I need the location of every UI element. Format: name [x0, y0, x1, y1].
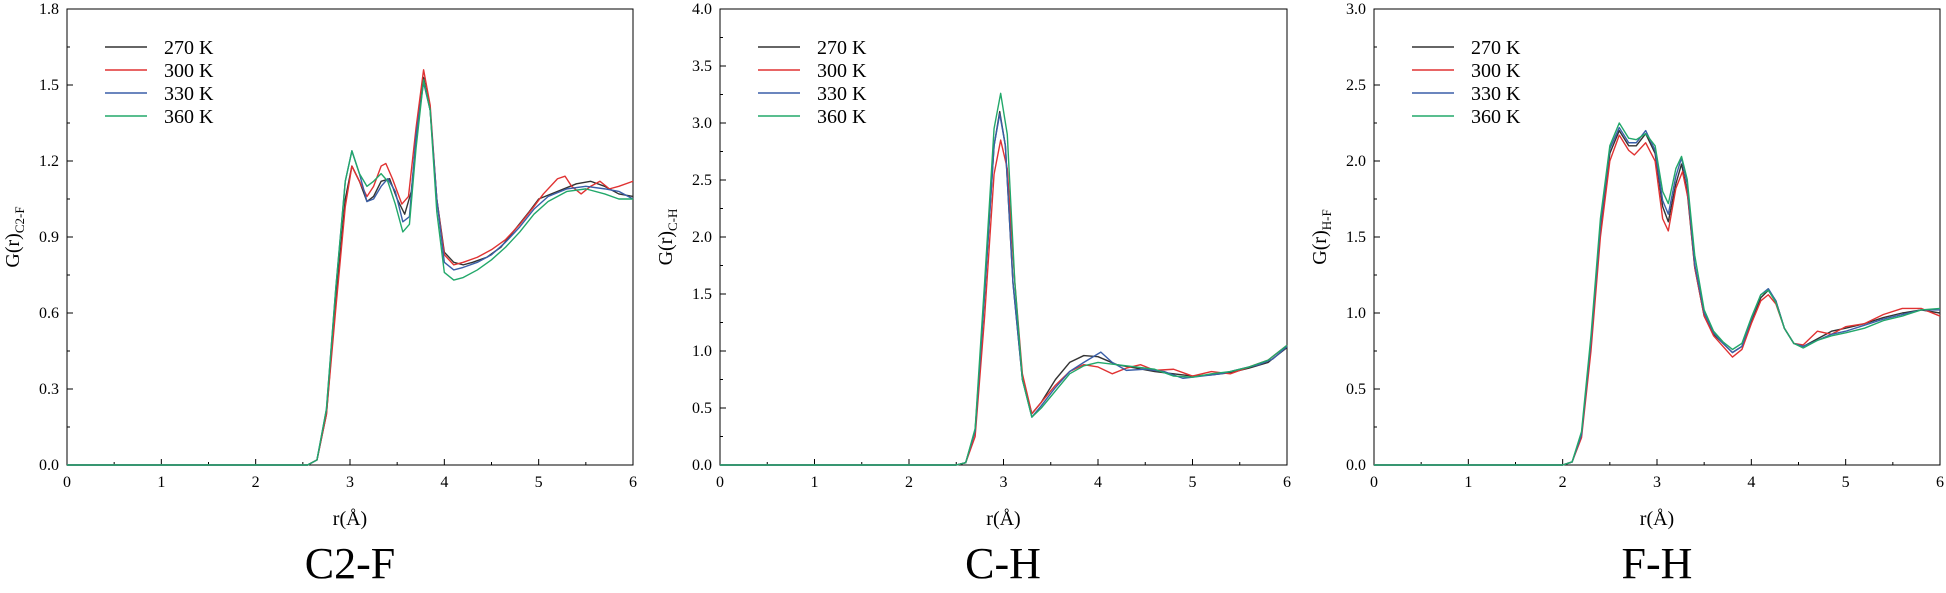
x-tick-label: 4 [1747, 474, 1755, 491]
y-axis-label-main: G(r) [655, 231, 677, 265]
x-tick-label: 4 [440, 474, 448, 491]
legend-label: 330 K [164, 83, 214, 105]
x-axis-label: r(Å) [333, 508, 367, 530]
panel-title: C-H [965, 539, 1041, 588]
x-tick-label: 0 [1370, 474, 1378, 491]
legend-label: 330 K [1471, 83, 1521, 105]
x-tick-label: 2 [905, 474, 913, 491]
y-tick-label: 1.5 [692, 286, 712, 303]
legend-label: 330 K [817, 83, 867, 105]
y-axis-label-main: G(r) [1309, 230, 1331, 264]
legend-label: 360 K [817, 106, 867, 128]
x-tick-label: 2 [252, 474, 260, 491]
y-tick-label: 3.5 [692, 58, 712, 75]
y-tick-label: 0.0 [692, 457, 712, 474]
chart-panel-1: 0 1 2 3 4 5 60.00.30.60.91.21.51.8r(Å)G(r)C2-F… [2, 1, 637, 588]
y-tick-label: 2.5 [692, 172, 712, 189]
legend-label: 270 K [817, 37, 867, 59]
x-tick-label: 0 [716, 474, 724, 491]
y-tick-label: 2.0 [692, 229, 712, 246]
legend-label: 360 K [1471, 106, 1521, 128]
panel-title: F-H [1622, 539, 1693, 588]
y-tick-label: 0.0 [39, 457, 59, 474]
y-tick-label: 3.0 [692, 115, 712, 132]
y-tick-label: 0.6 [39, 305, 59, 322]
y-tick-label: 0.3 [39, 381, 59, 398]
x-tick-label: 4 [1094, 474, 1102, 491]
x-tick-label: 5 [535, 474, 543, 491]
panel-title: C2-F [305, 539, 395, 588]
x-tick-label: 2 [1559, 474, 1567, 491]
y-tick-label: 4.0 [692, 1, 712, 18]
x-axis-label: r(Å) [986, 508, 1020, 530]
y-tick-label: 0.5 [692, 400, 712, 417]
x-tick-label: 5 [1189, 474, 1197, 491]
y-tick-label: 0.5 [1346, 381, 1366, 398]
y-tick-label: 2.0 [1346, 153, 1366, 170]
x-axis-label: r(Å) [1640, 508, 1674, 530]
x-tick-label: 6 [1936, 474, 1944, 491]
y-axis-label-subscript: C-H [665, 209, 680, 231]
chart-panel-2: 0 1 2 3 4 5 6 0.0 0.5 1.0 1.5 2.0 2.5 3.0 3.5 4.0 r(Å) G(… [655, 1, 1291, 588]
series-line-270k [720, 110, 1288, 466]
x-tick-label: 3 [346, 474, 354, 491]
y-tick-label: 1.2 [39, 153, 59, 170]
y-tick-label: 0.0 [1346, 457, 1366, 474]
legend-label: 270 K [1471, 37, 1521, 59]
x-tick-label: 1 [157, 474, 165, 491]
series-line-300k [67, 69, 634, 466]
legend-label: 270 K [164, 37, 214, 59]
x-tick-label: 6 [629, 474, 637, 491]
plot-frame [719, 8, 1288, 466]
x-tick-label: 1 [811, 474, 819, 491]
y-tick-label: 1.5 [39, 77, 59, 94]
x-tick-label: 5 [1842, 474, 1850, 491]
x-tick-label: 3 [1653, 474, 1661, 491]
series-line-360k [67, 79, 633, 466]
plot-frame [1373, 8, 1941, 466]
plot-frame [66, 8, 634, 466]
chart-panel-3: 0 1 2 3 4 5 6 0.0 0.5 1.0 1.5 2.0 2.5 3.0 r(Å) G(r)H-F 2… [1309, 1, 1944, 588]
series-line-300k [1374, 134, 1941, 466]
y-axis-label: G(r)C2-F [2, 206, 27, 267]
legend-label: 300 K [1471, 60, 1521, 82]
x-tick-label: 0 [63, 474, 71, 491]
legend-label: 300 K [817, 60, 867, 82]
x-tick-label: 3 [1000, 474, 1008, 491]
series-line-270k [67, 76, 634, 466]
y-axis-label-main: G(r) [2, 233, 24, 267]
series-line-330k [67, 81, 634, 466]
series-line-300k [720, 139, 1288, 466]
y-tick-label: 1.0 [1346, 305, 1366, 322]
x-tick-label: 1 [1464, 474, 1472, 491]
legend-label: 300 K [164, 60, 214, 82]
y-tick-label: 1.0 [692, 343, 712, 360]
y-axis-label: G(r)C-H [655, 209, 680, 266]
y-axis-label-subscript: H-F [1319, 209, 1334, 230]
series-line-360k [720, 92, 1288, 466]
y-tick-label: 0.9 [39, 229, 59, 246]
y-tick-label: 3.0 [1346, 1, 1366, 18]
series-line-360k [1374, 122, 1941, 466]
legend-label: 360 K [164, 106, 214, 128]
x-tick-label: 6 [1283, 474, 1291, 491]
y-tick-label: 1.5 [1346, 229, 1366, 246]
y-tick-label: 1.8 [39, 1, 59, 18]
series-line-330k [1374, 126, 1940, 466]
y-tick-label: 2.5 [1346, 77, 1366, 94]
y-axis-label-subscript: C2-F [12, 206, 27, 233]
series-line-330k [720, 113, 1288, 466]
y-axis-label: G(r)H-F [1309, 209, 1334, 264]
